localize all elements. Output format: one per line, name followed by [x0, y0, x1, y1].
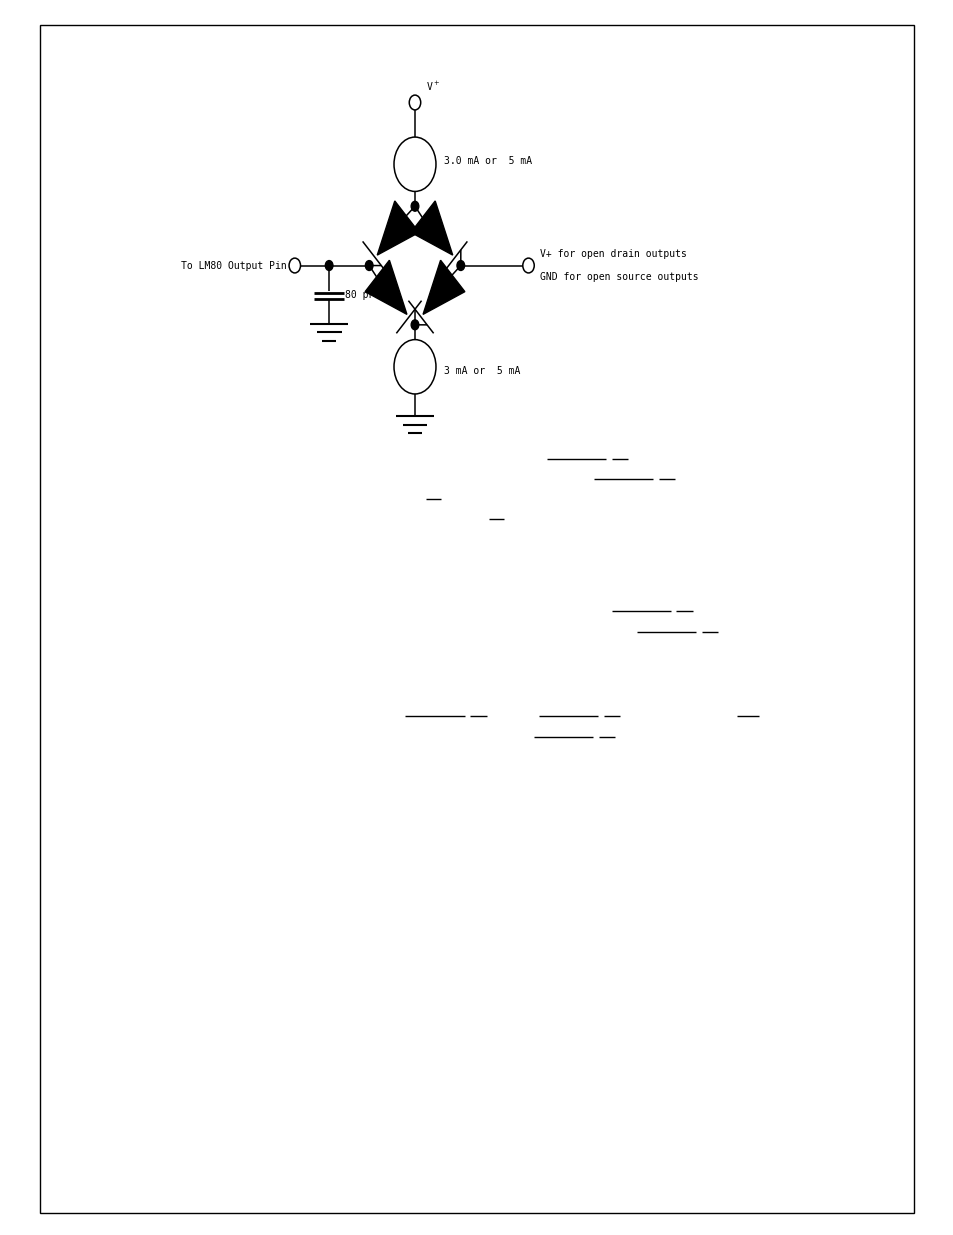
- Text: V+ for open drain outputs: V+ for open drain outputs: [539, 249, 686, 259]
- Text: 80 pF: 80 pF: [345, 289, 375, 300]
- Text: 3.0 mA or  5 mA: 3.0 mA or 5 mA: [443, 156, 531, 165]
- Text: V$^+$: V$^+$: [426, 79, 440, 93]
- Polygon shape: [365, 261, 407, 315]
- Circle shape: [411, 320, 418, 330]
- Circle shape: [325, 261, 333, 270]
- Circle shape: [365, 261, 373, 270]
- Polygon shape: [376, 201, 418, 256]
- Polygon shape: [422, 261, 464, 315]
- Circle shape: [456, 261, 464, 270]
- Text: 3 mA or  5 mA: 3 mA or 5 mA: [443, 366, 519, 375]
- Text: GND for open source outputs: GND for open source outputs: [539, 272, 698, 282]
- Text: To LM80 Output Pin: To LM80 Output Pin: [181, 261, 287, 270]
- Circle shape: [411, 201, 418, 211]
- Polygon shape: [411, 201, 453, 256]
